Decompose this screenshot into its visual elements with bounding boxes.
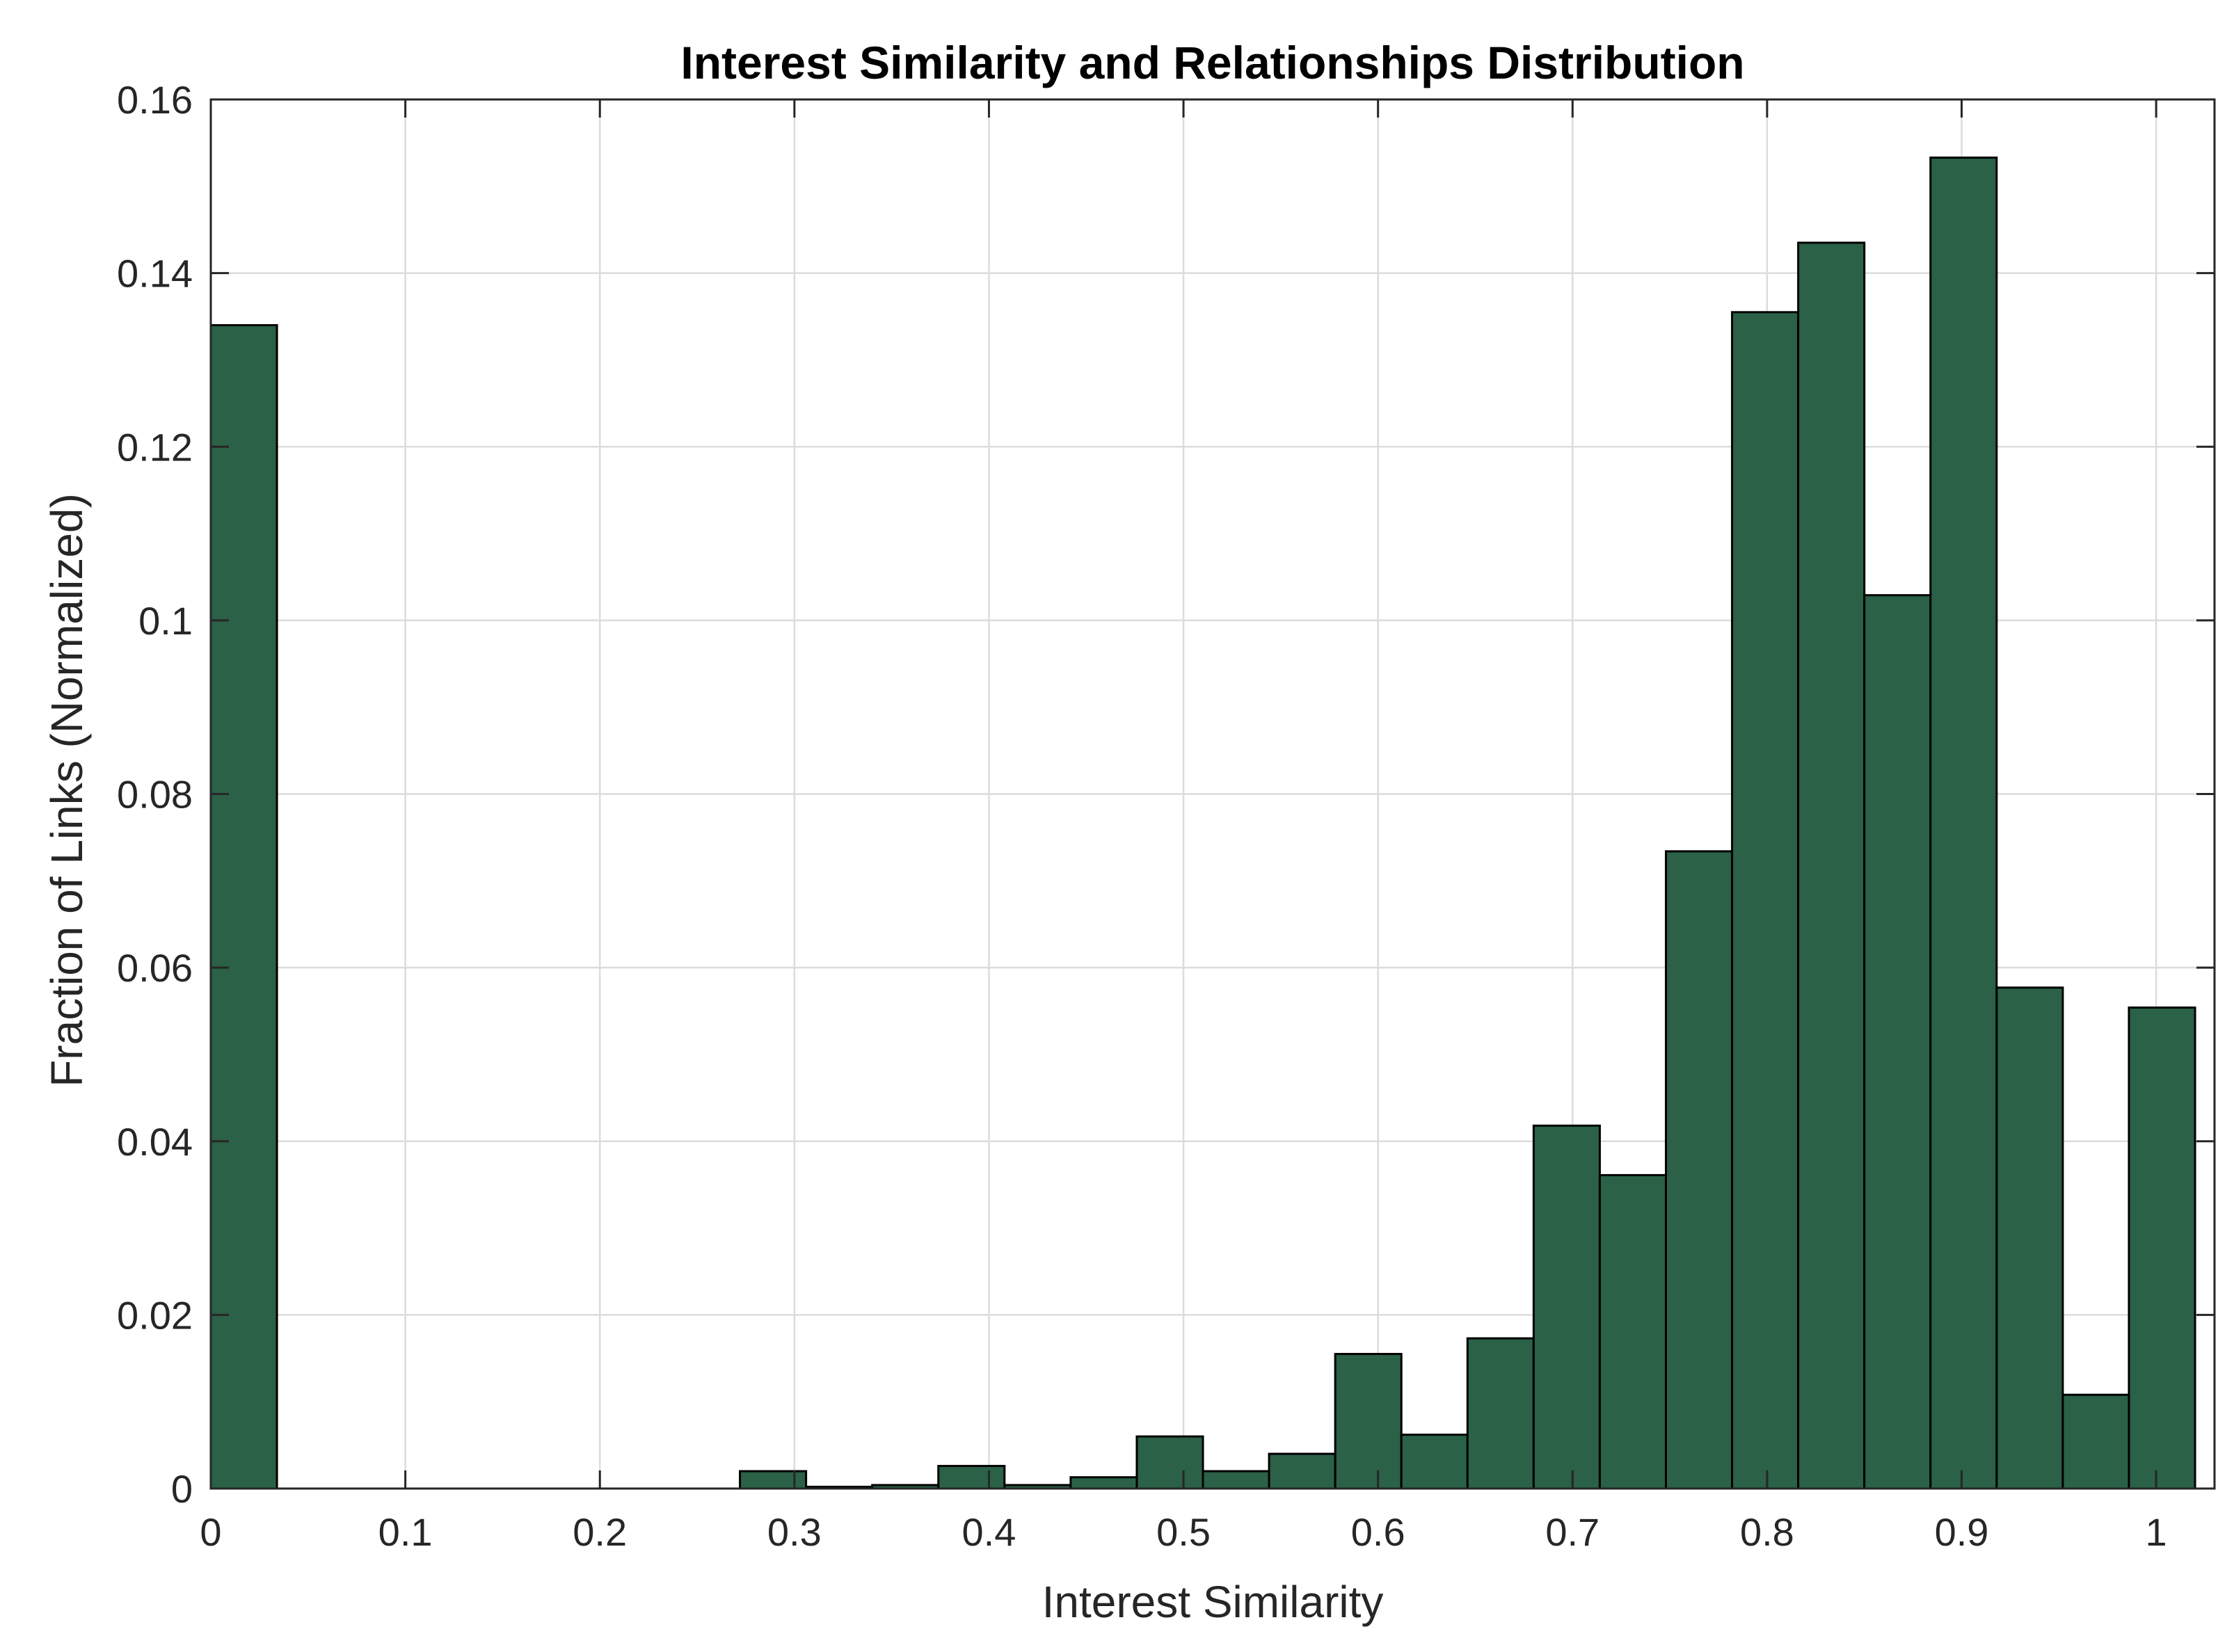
x-axis-label: Interest Similarity bbox=[1042, 1577, 1384, 1627]
histogram-bar bbox=[1664, 850, 1734, 1490]
histogram-bar bbox=[1929, 157, 1998, 1490]
x-tick-label: 0.7 bbox=[1545, 1510, 1599, 1554]
x-tick-label: 0.3 bbox=[767, 1510, 822, 1554]
histogram-bars bbox=[209, 157, 2196, 1490]
histogram-bar bbox=[1268, 1452, 1337, 1490]
histogram-bar bbox=[1598, 1173, 1667, 1490]
y-tick-label: 0 bbox=[171, 1467, 193, 1511]
x-tick-label: 0.2 bbox=[573, 1510, 627, 1554]
x-tick-label: 0.5 bbox=[1156, 1510, 1211, 1554]
x-tick-labels: 0 0.1 0.2 0.3 0.4 0.5 0.6 0.7 0.8 0.9 1 bbox=[200, 1510, 2167, 1554]
x-tick-label: 0.8 bbox=[1740, 1510, 1794, 1554]
histogram-bar bbox=[937, 1465, 1006, 1490]
histogram-bar bbox=[209, 324, 278, 1490]
histogram-bar bbox=[1731, 311, 1800, 1490]
x-tick-label: 0 bbox=[200, 1510, 221, 1554]
histogram-bar bbox=[1995, 986, 2064, 1490]
y-tick-label: 0.04 bbox=[117, 1120, 193, 1164]
y-tick-label: 0.14 bbox=[117, 252, 193, 296]
x-tick-label: 0.6 bbox=[1351, 1510, 1405, 1554]
x-tick-label: 0.4 bbox=[962, 1510, 1016, 1554]
y-tick-label: 0.02 bbox=[117, 1293, 193, 1337]
y-tick-label: 0.16 bbox=[117, 78, 193, 122]
histogram-bar bbox=[1797, 241, 1866, 1490]
histogram-bar bbox=[1334, 1353, 1403, 1490]
x-tick-label: 0.9 bbox=[1935, 1510, 1989, 1554]
y-tick-label: 0.06 bbox=[117, 946, 193, 990]
histogram-bar bbox=[2061, 1393, 2130, 1490]
x-tick-label: 0.1 bbox=[378, 1510, 433, 1554]
y-tick-labels: 0 0.02 0.04 0.06 0.08 0.1 0.12 0.14 0.16 bbox=[117, 78, 193, 1511]
histogram-bar bbox=[739, 1470, 808, 1490]
histogram-bar bbox=[2128, 1007, 2196, 1490]
histogram-bar bbox=[1400, 1434, 1469, 1490]
histogram-bar bbox=[1863, 594, 1932, 1490]
y-tick-label: 0.08 bbox=[117, 773, 193, 817]
histogram-bar bbox=[1202, 1470, 1270, 1490]
y-tick-label: 0.12 bbox=[117, 425, 193, 469]
chart-title: Interest Similarity and Relationships Di… bbox=[680, 37, 1744, 88]
histogram-bar bbox=[1135, 1435, 1204, 1490]
y-tick-label: 0.1 bbox=[138, 599, 193, 643]
x-tick-label: 1 bbox=[2146, 1510, 2167, 1554]
histogram-bar bbox=[1069, 1476, 1138, 1490]
axes-box bbox=[209, 98, 2216, 1490]
y-axis-label: Fraction of Links (Normalized) bbox=[42, 493, 92, 1087]
histogram-bar bbox=[1532, 1124, 1601, 1490]
histogram-bar bbox=[1466, 1337, 1535, 1490]
